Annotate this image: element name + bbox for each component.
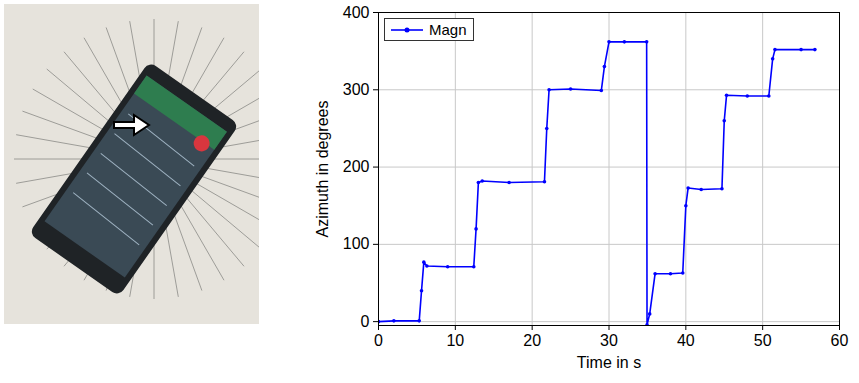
svg-text:30: 30 [600, 332, 618, 349]
svg-text:Azimuth in degrees: Azimuth in degrees [314, 101, 331, 238]
svg-text:300: 300 [343, 81, 370, 98]
svg-text:200: 200 [343, 158, 370, 175]
svg-text:10: 10 [446, 332, 464, 349]
html-text:Magn: Magn [429, 21, 467, 38]
svg-text:100: 100 [343, 235, 370, 252]
svg-text:400: 400 [343, 4, 370, 21]
svg-text:Time in s: Time in s [577, 354, 641, 371]
svg-text:0: 0 [374, 332, 383, 349]
svg-text:0: 0 [361, 313, 370, 330]
svg-text:60: 60 [831, 332, 849, 349]
svg-text:50: 50 [754, 332, 772, 349]
svg-text:40: 40 [677, 332, 695, 349]
svg-text:20: 20 [523, 332, 541, 349]
